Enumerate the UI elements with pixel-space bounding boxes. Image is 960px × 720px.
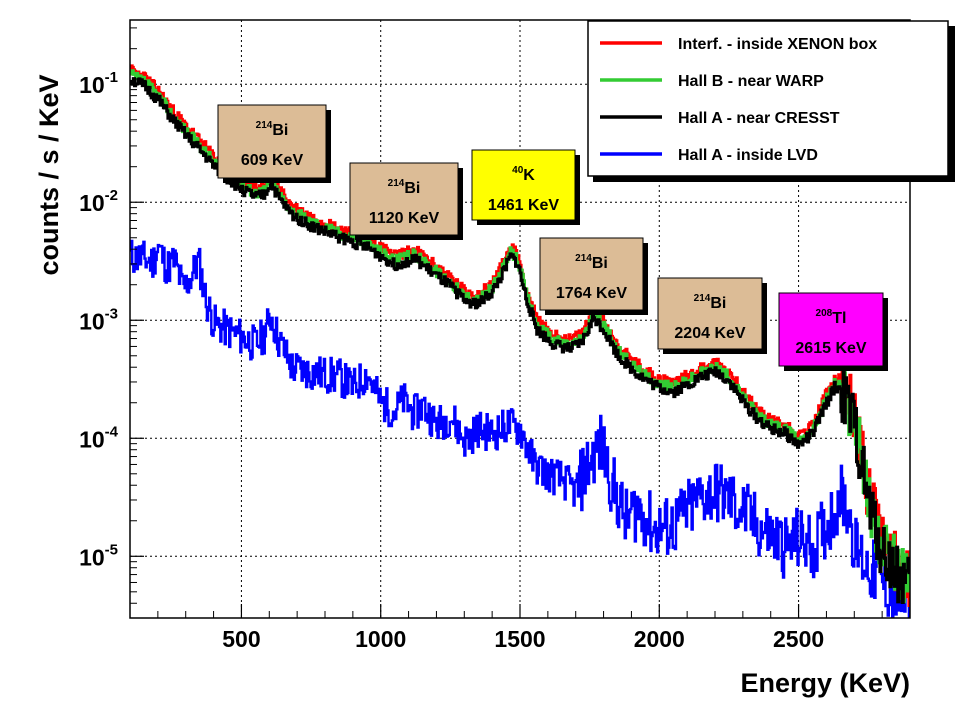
x-tick-label-0: 500 (222, 626, 260, 652)
annotation-energy: 1764 KeV (556, 285, 627, 302)
x-tick-label-2: 1500 (494, 626, 545, 652)
x-tick-label-3: 2000 (634, 626, 685, 652)
axis-ticks (129, 27, 911, 619)
annotation-box (217, 104, 327, 179)
annotation-bi2204: 214Bi 2204 KeV (657, 277, 767, 354)
annotation-bi609: 214Bi 609 KeV (217, 104, 331, 183)
annotation-k1461: 40K 1461 KeV (471, 149, 580, 225)
legend-label-warp: Hall B - near WARP (678, 73, 824, 90)
x-axis-title: Energy (KeV) (740, 668, 910, 698)
annotation-boxes: 214Bi 609 KeV 214Bi 1120 KeV 40K 1461 KeV 214B… (217, 104, 888, 371)
x-tick-label-4: 2500 (773, 626, 824, 652)
annotation-isotope: 214Bi (388, 178, 421, 197)
annotation-tl2615: 208Tl 2615 KeV (778, 292, 888, 371)
legend-box (587, 20, 949, 177)
annotation-energy: 1461 KeV (488, 197, 559, 214)
series-layer (130, 64, 910, 618)
annotation-isotope: 214Bi (694, 293, 727, 312)
y-axis-title: counts / s / KeV (34, 74, 64, 275)
annotation-isotope: 214Bi (575, 253, 608, 272)
y-tick-label-1: 10-2 (79, 187, 118, 216)
y-tick-label-4: 10-5 (79, 541, 118, 570)
legend-label-cresst: Hall A - near CRESST (678, 110, 840, 127)
annotation-energy: 2615 KeV (795, 340, 866, 357)
series-line-cresst (130, 77, 910, 604)
legend: Interf. - inside XENON box Hall B - near … (587, 20, 955, 182)
legend-label-xenon: Interf. - inside XENON box (678, 36, 877, 53)
y-tick-label-3: 10-4 (79, 423, 119, 452)
legend-label-lvd: Hall A - inside LVD (678, 147, 818, 164)
annotation-energy: 609 KeV (241, 152, 304, 169)
annotation-energy: 1120 KeV (369, 210, 440, 227)
annotation-isotope: 40K (512, 165, 535, 184)
annotation-bi1120: 214Bi 1120 KeV (349, 162, 463, 240)
annotation-box (778, 292, 884, 367)
annotation-energy: 2204 KeV (674, 325, 745, 342)
series-line-lvd (130, 239, 910, 618)
x-tick-label-1: 1000 (355, 626, 406, 652)
annotation-box (349, 162, 459, 236)
y-tick-label-2: 10-3 (79, 305, 118, 334)
x-tick-labels: 500 1000 1500 2000 2500 (222, 626, 824, 652)
y-tick-labels: 10-1 10-2 10-3 10-4 10-5 (79, 69, 119, 570)
annotation-bi1764: 214Bi 1764 KeV (539, 237, 648, 315)
annotation-box (539, 237, 644, 311)
y-tick-label-0: 10-1 (79, 69, 118, 98)
annotation-isotope: 208Tl (816, 308, 847, 327)
annotation-box (657, 277, 763, 350)
annotation-box (471, 149, 576, 221)
annotation-isotope: 214Bi (256, 120, 289, 139)
